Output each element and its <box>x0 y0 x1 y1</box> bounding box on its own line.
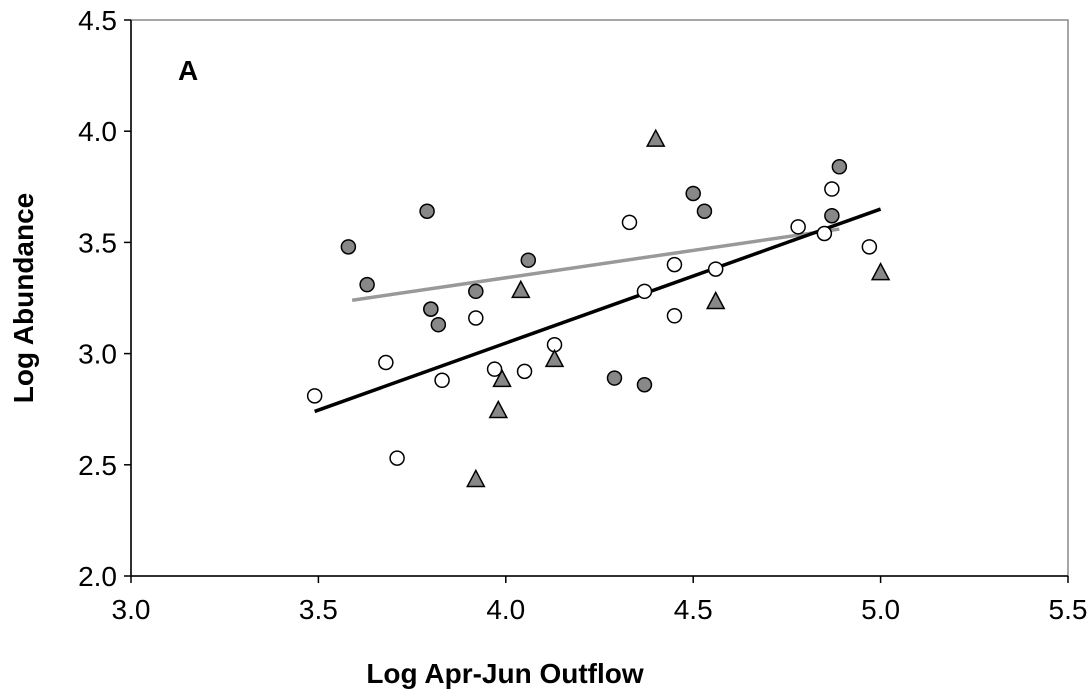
triangle-point <box>511 279 531 299</box>
filled-circle-point <box>340 239 357 255</box>
filled-circle-point <box>685 185 701 202</box>
series-1 <box>306 181 878 466</box>
filled-circle-point <box>606 370 623 386</box>
filled-circle-point <box>696 203 713 220</box>
triangle-point <box>492 368 512 388</box>
triangle-point <box>488 399 509 419</box>
filled-circle-point <box>831 159 848 175</box>
x-tick-label: 5.5 <box>1049 594 1088 625</box>
open-circle-point <box>861 239 878 255</box>
filled-circle-point <box>520 252 537 268</box>
open-circle-point <box>636 283 653 300</box>
y-tick-label: 3.0 <box>78 339 117 370</box>
panel-label: A <box>178 55 198 86</box>
trendlines <box>314 207 882 414</box>
filled-circle-point <box>430 316 447 333</box>
triangle-point <box>870 262 891 281</box>
axes: 2.0 2.5 3.0 3.5 4.0 4.5 3.0 3.5 4.0 4.5 5.0 5.5 <box>78 5 1087 625</box>
series-2 <box>340 159 848 393</box>
y-axis-title: Log Abundance <box>8 193 39 404</box>
y-tick-label: 4.5 <box>78 5 117 36</box>
x-tick-label: 4.0 <box>486 594 525 625</box>
filled-circle-point <box>824 207 840 224</box>
x-tick-label: 5.0 <box>861 594 900 625</box>
open-circle-point <box>824 181 840 197</box>
series-3 <box>466 128 891 488</box>
open-circle-point <box>389 450 405 466</box>
y-tick-label: 4.0 <box>78 116 117 147</box>
open-circle-point <box>516 363 533 380</box>
filled-circle-point <box>468 283 484 300</box>
filled-circle-point <box>419 203 435 220</box>
open-circle-point <box>306 388 323 404</box>
open-circle-point <box>790 219 806 235</box>
plot-area <box>130 19 1069 577</box>
open-circle-point <box>486 361 503 377</box>
open-circle-point <box>468 310 484 326</box>
filled-circle-point <box>359 276 375 293</box>
open-circle-point <box>434 372 450 389</box>
open-circle-point <box>666 308 683 324</box>
x-tick-label: 4.5 <box>674 594 713 625</box>
trendline-gray <box>351 227 840 302</box>
open-circle-point <box>707 261 724 277</box>
open-circle-point <box>816 225 833 242</box>
x-tick-label: 3.0 <box>112 594 151 625</box>
y-tick-label: 3.5 <box>78 227 117 258</box>
triangle-point <box>544 348 565 368</box>
x-tick-label: 3.5 <box>299 594 338 625</box>
x-axis-title: Log Apr-Jun Outflow <box>366 658 644 689</box>
open-circle-point <box>378 354 394 371</box>
triangle-point <box>466 468 486 488</box>
triangle-point <box>645 128 666 147</box>
filled-circle-point <box>636 376 653 393</box>
open-circle-point <box>666 256 683 273</box>
filled-circle-point <box>423 301 439 317</box>
y-tick-label: 2.0 <box>78 561 117 592</box>
data-markers <box>306 128 891 488</box>
y-tick-label: 2.5 <box>78 450 117 481</box>
trendline-black <box>314 207 882 414</box>
open-circle-point <box>621 214 638 231</box>
triangle-point <box>705 290 726 310</box>
